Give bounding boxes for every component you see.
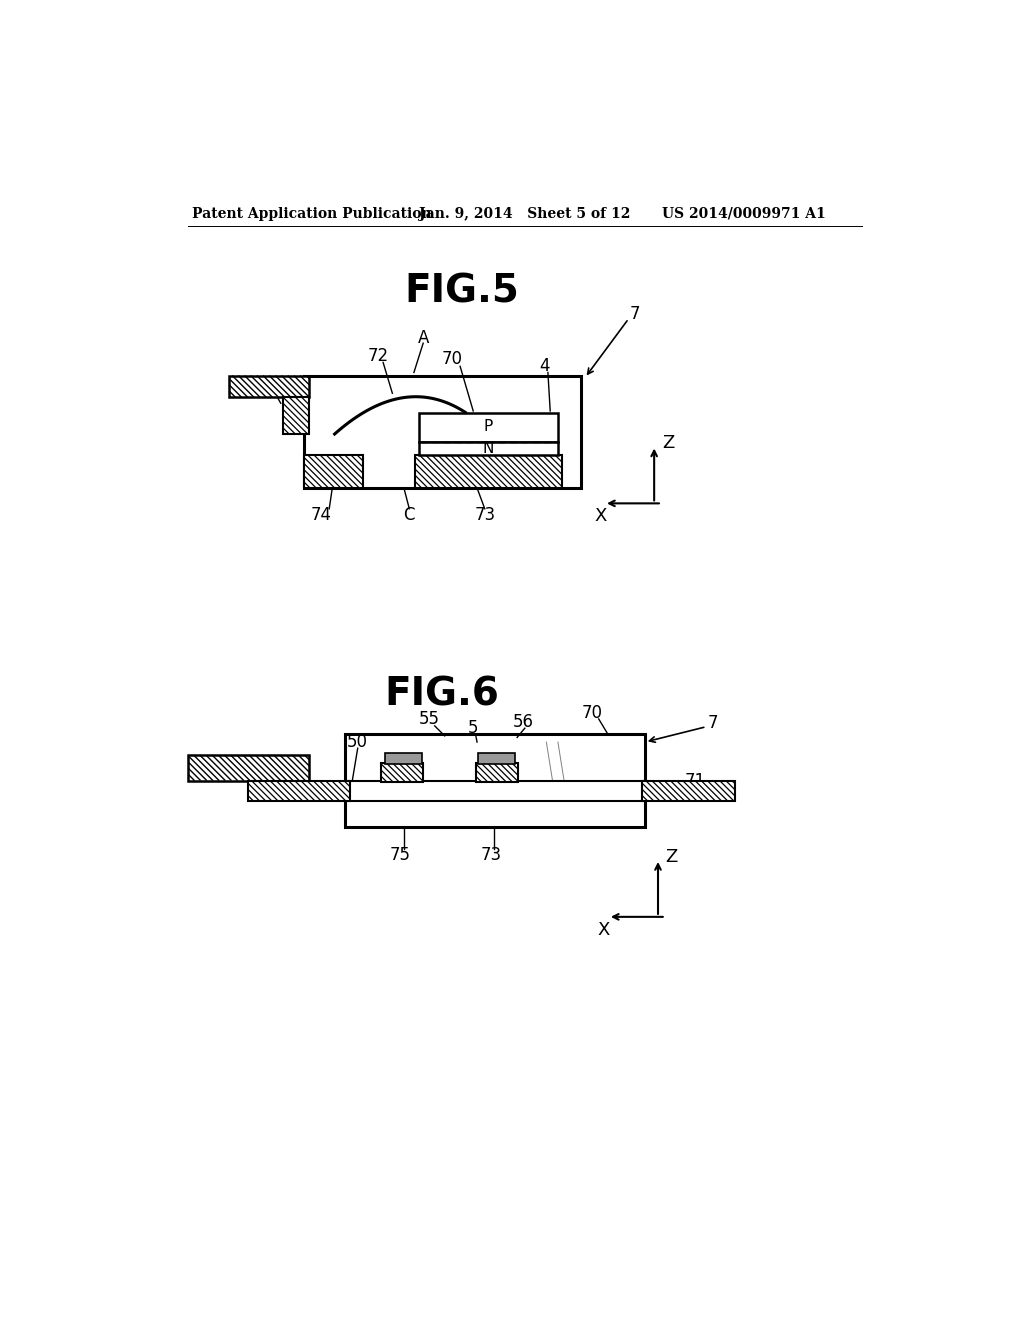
Text: 74: 74 bbox=[311, 506, 332, 524]
Text: FIG.5: FIG.5 bbox=[403, 272, 519, 310]
Text: US 2014/0009971 A1: US 2014/0009971 A1 bbox=[662, 207, 825, 220]
Bar bbox=[419, 412, 558, 442]
Text: FIG.6: FIG.6 bbox=[385, 676, 500, 714]
Text: 75: 75 bbox=[389, 846, 411, 865]
Bar bbox=[188, 755, 309, 780]
Text: 71: 71 bbox=[685, 772, 707, 789]
Bar bbox=[345, 780, 645, 801]
Text: 7: 7 bbox=[630, 305, 640, 323]
Text: 55: 55 bbox=[419, 710, 440, 727]
Text: Patent Application Publication: Patent Application Publication bbox=[193, 207, 432, 220]
Bar bbox=[475, 763, 518, 781]
Bar bbox=[419, 442, 558, 455]
Text: 73: 73 bbox=[480, 846, 502, 865]
Text: 5: 5 bbox=[468, 719, 478, 737]
Text: Z: Z bbox=[666, 847, 678, 866]
Text: 4: 4 bbox=[540, 358, 550, 375]
Bar bbox=[229, 376, 309, 397]
Text: C: C bbox=[403, 506, 415, 524]
Text: 7: 7 bbox=[708, 714, 719, 731]
Text: A: A bbox=[418, 329, 429, 347]
Bar bbox=[304, 455, 364, 488]
Text: X: X bbox=[598, 921, 610, 939]
Text: 70: 70 bbox=[442, 350, 463, 367]
Bar bbox=[416, 455, 562, 488]
Text: P: P bbox=[484, 418, 494, 434]
Text: 50: 50 bbox=[346, 733, 368, 751]
Text: 40: 40 bbox=[250, 379, 270, 397]
Text: 72: 72 bbox=[368, 347, 389, 366]
Text: 56: 56 bbox=[513, 713, 534, 731]
Text: X: X bbox=[594, 507, 606, 525]
Text: Z: Z bbox=[662, 434, 674, 453]
Text: 73: 73 bbox=[474, 506, 496, 524]
Bar bbox=[304, 376, 581, 488]
Bar bbox=[385, 752, 422, 764]
Text: N: N bbox=[483, 441, 495, 457]
Text: Jan. 9, 2014   Sheet 5 of 12: Jan. 9, 2014 Sheet 5 of 12 bbox=[419, 207, 631, 220]
Bar bbox=[248, 780, 350, 801]
Bar bbox=[345, 734, 645, 826]
Bar bbox=[381, 763, 423, 781]
Bar bbox=[283, 397, 309, 434]
Bar bbox=[478, 752, 515, 764]
Bar bbox=[642, 780, 735, 801]
Text: 70: 70 bbox=[582, 704, 603, 722]
